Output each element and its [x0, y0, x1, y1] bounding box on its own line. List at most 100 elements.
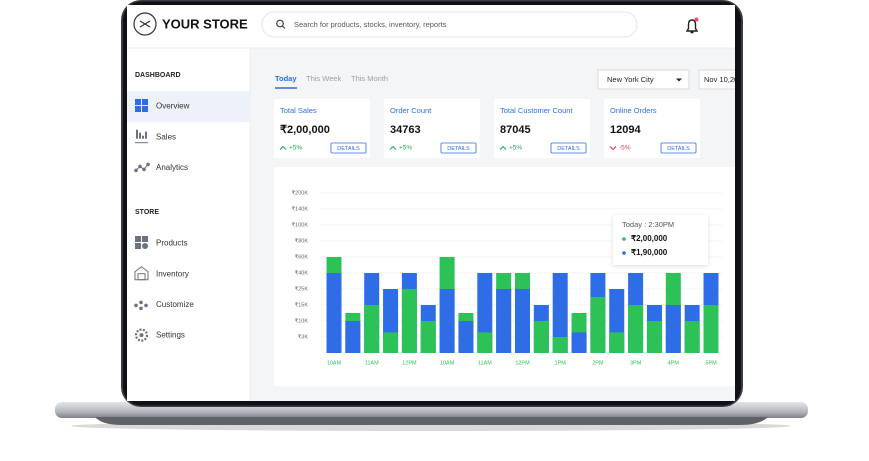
trend-icon — [389, 145, 397, 150]
icon — [139, 333, 144, 338]
icon — [142, 236, 148, 242]
sidebar-item[interactable]: Settings — [156, 331, 185, 340]
icon — [135, 243, 141, 249]
laptop-lip — [95, 417, 768, 425]
card-change: +5% — [509, 145, 522, 152]
details-label[interactable]: DETAILS — [447, 146, 470, 152]
date-box[interactable] — [698, 69, 759, 90]
card-value: ₹2,00,000 — [280, 124, 330, 136]
tooltip-dot — [622, 237, 626, 241]
sidebar-item[interactable]: Products — [156, 239, 188, 248]
bar — [571, 332, 587, 353]
icon — [139, 300, 143, 305]
icon — [142, 243, 148, 249]
y-tick-label: ₹140K — [292, 205, 309, 212]
y-tick-label: ₹200K — [292, 189, 309, 196]
tooltip — [613, 215, 708, 265]
bar — [364, 305, 380, 353]
trend-icon — [609, 146, 617, 151]
bar — [420, 321, 436, 353]
x-tick-label: 2PM — [592, 360, 604, 366]
bar — [533, 321, 549, 353]
x-tick-label: 11AM — [365, 360, 379, 366]
bar — [646, 321, 662, 353]
y-tick-label: ₹60K — [295, 253, 309, 260]
icon — [134, 303, 138, 308]
bar — [401, 289, 417, 353]
details-button[interactable] — [330, 142, 367, 154]
trend-icon — [499, 145, 507, 150]
details-button[interactable] — [440, 142, 477, 154]
logo-mark — [139, 20, 151, 28]
search-box[interactable] — [261, 11, 638, 38]
x-tick-label: 12PM — [515, 360, 530, 366]
y-tick-label: ₹15K — [295, 301, 309, 308]
icon — [146, 162, 150, 167]
icon — [135, 236, 141, 242]
icon — [135, 164, 149, 171]
card-value: 87045 — [500, 124, 531, 136]
bar — [684, 321, 700, 353]
notification-bell[interactable] — [685, 19, 699, 34]
tab[interactable]: This Week — [306, 74, 342, 83]
sidebar-item[interactable]: Customize — [156, 300, 194, 309]
bar — [326, 273, 342, 353]
sidebar-item[interactable]: Overview — [156, 102, 190, 111]
icon — [142, 135, 144, 139]
x-tick-label: 10AM — [327, 360, 342, 366]
bar — [439, 289, 455, 353]
details-label[interactable]: DETAILS — [337, 146, 360, 152]
card-value: 12094 — [610, 124, 641, 136]
location-dropdown[interactable] — [597, 69, 690, 90]
bar — [496, 289, 512, 353]
details-button[interactable] — [550, 142, 587, 154]
icon — [145, 131, 147, 139]
sidebar-item[interactable]: Analytics — [156, 163, 188, 172]
x-tick-label: 10AM — [440, 360, 455, 366]
icon — [134, 328, 149, 342]
notification-dot — [694, 17, 699, 22]
sidebar-item[interactable]: Inventory — [156, 269, 189, 278]
screen: YOUR STORE Search for products, stocks, i… — [127, 5, 759, 401]
icon — [135, 106, 141, 112]
bar — [515, 289, 530, 353]
bar — [458, 321, 474, 353]
bar — [477, 332, 493, 353]
icon — [139, 306, 143, 311]
x-tick-label: 1PM — [555, 360, 567, 366]
sidebar-item[interactable]: Sales — [156, 132, 176, 141]
icon — [142, 167, 146, 172]
location-text: New York City — [607, 75, 654, 84]
bar — [628, 305, 644, 353]
bar — [703, 305, 719, 353]
icon — [135, 99, 141, 105]
details-label[interactable]: DETAILS — [667, 146, 690, 152]
tooltip-title: Today : 2:30PM — [622, 220, 674, 229]
icon — [136, 129, 138, 139]
y-tick-label: ₹80K — [295, 237, 309, 244]
icon — [138, 164, 142, 169]
bar — [609, 332, 625, 353]
bar — [552, 273, 568, 353]
icon — [144, 303, 148, 308]
card-change: +5% — [399, 145, 412, 152]
card-title: Total Customer Count — [500, 106, 573, 115]
details-label[interactable]: DETAILS — [557, 146, 580, 152]
x-tick-label: 12PM — [402, 360, 417, 366]
bar — [345, 321, 361, 353]
tab[interactable]: Today — [275, 74, 297, 83]
y-tick-label: ₹40K — [295, 269, 309, 276]
sidebar-section-title: DASHBOARD — [135, 72, 181, 79]
icon — [142, 106, 148, 112]
tab[interactable]: This Month — [351, 74, 388, 83]
y-tick-label: ₹25K — [295, 285, 309, 292]
x-tick-label: 5PM — [705, 360, 717, 366]
bar — [590, 297, 606, 353]
x-tick-label: 3PM — [630, 360, 642, 366]
search-placeholder: Search for products, stocks, inventory, … — [294, 20, 447, 29]
y-tick-label: ₹3K — [298, 333, 309, 340]
details-button[interactable] — [660, 142, 697, 154]
x-tick-label: 11AM — [478, 360, 492, 366]
icon — [139, 132, 141, 139]
